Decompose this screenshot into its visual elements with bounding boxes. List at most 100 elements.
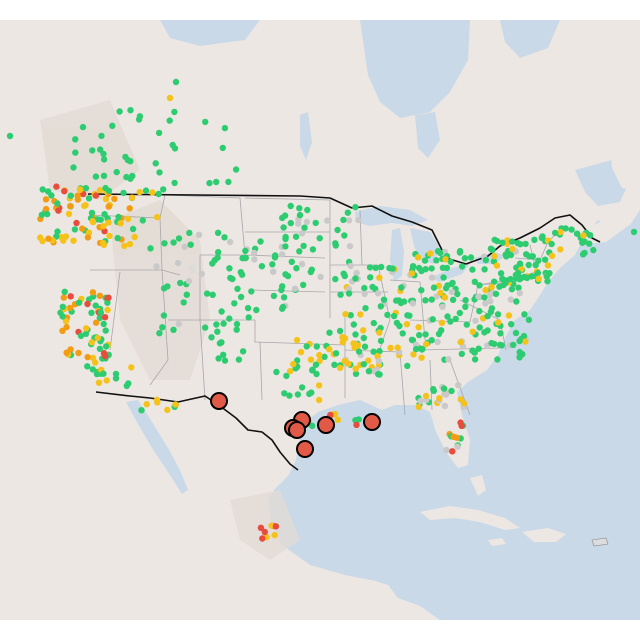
station-marker[interactable] xyxy=(226,265,233,272)
station-marker[interactable] xyxy=(457,338,464,346)
station-marker[interactable] xyxy=(257,238,264,245)
station-marker[interactable] xyxy=(67,346,74,353)
station-marker[interactable] xyxy=(60,294,67,301)
station-marker[interactable] xyxy=(313,370,320,378)
station-marker[interactable] xyxy=(112,375,120,382)
station-marker[interactable] xyxy=(105,219,112,226)
station-marker[interactable] xyxy=(45,235,52,242)
station-marker[interactable] xyxy=(138,407,145,414)
station-marker[interactable] xyxy=(293,336,301,344)
station-marker[interactable] xyxy=(508,286,516,293)
station-marker[interactable] xyxy=(111,195,118,202)
station-marker[interactable] xyxy=(100,239,107,247)
station-marker[interactable] xyxy=(155,190,162,198)
station-marker[interactable] xyxy=(449,448,456,455)
station-marker[interactable] xyxy=(61,188,68,195)
station-marker[interactable] xyxy=(220,320,227,327)
station-marker[interactable] xyxy=(88,339,96,346)
station-marker[interactable] xyxy=(101,228,108,235)
station-marker[interactable] xyxy=(82,185,90,192)
station-marker[interactable] xyxy=(374,290,382,297)
station-marker[interactable] xyxy=(279,251,286,258)
station-marker[interactable] xyxy=(494,319,502,326)
station-marker[interactable] xyxy=(336,364,344,371)
station-marker[interactable] xyxy=(444,313,451,320)
station-marker[interactable] xyxy=(84,300,91,308)
station-marker[interactable] xyxy=(414,254,422,261)
station-marker[interactable] xyxy=(539,233,546,240)
station-marker[interactable] xyxy=(60,237,67,244)
station-marker[interactable] xyxy=(445,356,452,363)
station-marker[interactable] xyxy=(352,370,360,377)
station-marker[interactable] xyxy=(447,258,454,266)
station-marker[interactable] xyxy=(418,354,425,361)
station-marker[interactable] xyxy=(120,189,127,197)
station-marker[interactable] xyxy=(70,237,77,244)
station-marker[interactable] xyxy=(481,329,488,336)
station-marker[interactable] xyxy=(386,264,393,272)
station-marker[interactable] xyxy=(81,202,88,210)
station-marker[interactable] xyxy=(360,327,367,334)
station-marker[interactable] xyxy=(142,187,150,194)
station-marker[interactable] xyxy=(100,150,107,158)
station-marker[interactable] xyxy=(98,132,105,140)
station-marker[interactable] xyxy=(164,406,171,414)
station-marker[interactable] xyxy=(75,349,82,357)
station-marker[interactable] xyxy=(508,238,516,245)
station-marker[interactable] xyxy=(428,296,435,303)
station-marker[interactable] xyxy=(42,205,50,213)
station-marker[interactable] xyxy=(355,348,363,355)
station-marker[interactable] xyxy=(544,262,552,269)
station-marker[interactable] xyxy=(492,290,500,298)
station-marker[interactable] xyxy=(89,289,97,296)
station-marker[interactable] xyxy=(408,270,416,277)
station-marker[interactable] xyxy=(77,332,85,340)
station-marker[interactable] xyxy=(88,309,95,316)
station-marker[interactable] xyxy=(336,327,344,335)
station-marker[interactable] xyxy=(449,279,456,287)
station-marker[interactable] xyxy=(143,401,150,408)
station-marker[interactable] xyxy=(370,319,377,327)
station-marker[interactable] xyxy=(487,245,495,252)
station-marker[interactable] xyxy=(516,260,524,267)
station-marker[interactable] xyxy=(84,363,91,370)
highlighted-station-marker[interactable] xyxy=(296,440,314,458)
station-marker[interactable] xyxy=(437,249,444,257)
station-marker[interactable] xyxy=(234,285,241,292)
station-marker[interactable] xyxy=(484,313,491,320)
station-marker[interactable] xyxy=(487,308,495,315)
station-marker[interactable] xyxy=(291,285,299,292)
station-marker[interactable] xyxy=(463,321,470,328)
station-marker[interactable] xyxy=(394,344,401,351)
station-marker[interactable] xyxy=(366,264,374,271)
station-marker[interactable] xyxy=(475,345,482,352)
station-marker[interactable] xyxy=(67,293,74,300)
station-marker[interactable] xyxy=(293,265,300,272)
station-marker[interactable] xyxy=(452,315,459,323)
station-marker[interactable] xyxy=(365,368,373,375)
station-marker[interactable] xyxy=(92,302,99,309)
station-marker[interactable] xyxy=(298,384,306,391)
station-marker[interactable] xyxy=(102,184,109,192)
station-marker[interactable] xyxy=(422,392,430,400)
station-marker[interactable] xyxy=(345,285,353,293)
station-marker[interactable] xyxy=(355,416,362,423)
station-marker[interactable] xyxy=(283,372,290,380)
station-marker[interactable] xyxy=(76,186,84,193)
station-marker[interactable] xyxy=(507,296,514,303)
station-marker[interactable] xyxy=(187,241,194,248)
station-marker[interactable] xyxy=(521,311,528,318)
station-marker[interactable] xyxy=(105,203,112,210)
station-marker[interactable] xyxy=(92,359,99,366)
station-marker[interactable] xyxy=(261,528,268,536)
station-marker[interactable] xyxy=(294,391,302,398)
station-marker[interactable] xyxy=(340,270,347,277)
station-marker[interactable] xyxy=(488,339,495,347)
station-marker[interactable] xyxy=(326,329,333,336)
station-marker[interactable] xyxy=(438,327,445,334)
station-marker[interactable] xyxy=(393,319,401,327)
station-marker[interactable] xyxy=(387,344,394,352)
station-marker[interactable] xyxy=(442,256,449,263)
station-marker[interactable] xyxy=(72,136,79,143)
station-marker[interactable] xyxy=(94,334,101,342)
